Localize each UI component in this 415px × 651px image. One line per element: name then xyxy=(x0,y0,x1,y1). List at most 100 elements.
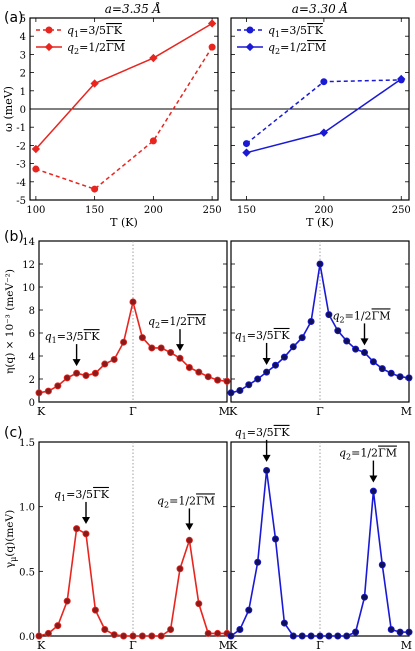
annotation-label-cr-1-sub: 2 xyxy=(346,453,351,462)
data-point-cl-0-4 xyxy=(73,525,81,533)
ylabel-cl-rest: (q)(meV) xyxy=(4,510,16,557)
panel-label-c: (c) xyxy=(4,425,23,441)
xtick-label-br-1: Γ xyxy=(316,405,324,418)
data-point-br-0-5 xyxy=(271,361,279,369)
annotation-label-br-0-q: q xyxy=(235,329,242,342)
data-point-bl-0-16 xyxy=(185,363,193,371)
data-point-cr-0-4 xyxy=(263,466,271,474)
data-point-bl-0-11 xyxy=(138,334,146,342)
legend-label-a0-0-frac: =3/5 xyxy=(79,24,106,37)
ytick-label-a0-1: -4 xyxy=(16,178,26,189)
data-point-cr-0-3 xyxy=(254,558,262,566)
data-point-cl-0-17 xyxy=(195,600,203,608)
ytick-label-a0-5: 0 xyxy=(20,105,26,116)
data-point-br-0-18 xyxy=(387,369,395,377)
ytick-label-cl-3: 1.5 xyxy=(19,438,35,449)
data-point-a0-1-0 xyxy=(31,144,41,154)
annotation-label-bl-0-path: ΓK xyxy=(84,330,101,343)
ytick-label-a0-0: -5 xyxy=(16,196,26,207)
ylabel-cl-sub: μ xyxy=(9,557,18,562)
data-point-bl-0-14 xyxy=(167,349,175,357)
annotation-label-br-1-sub: 2 xyxy=(340,315,345,324)
legend-marker-a0-0 xyxy=(45,26,53,34)
data-point-bl-0-4 xyxy=(73,369,81,377)
legend-label-a0-1: q2=1/2ΓM xyxy=(67,41,125,56)
data-point-a0-1-3 xyxy=(207,19,217,28)
data-point-bl-0-1 xyxy=(44,387,52,395)
data-point-cr-0-5 xyxy=(271,535,279,543)
data-point-bl-0-0 xyxy=(35,389,43,397)
ylabel-cl: γμ(q)(meV) xyxy=(4,510,18,568)
data-point-bl-0-6 xyxy=(91,369,99,377)
data-point-br-0-1 xyxy=(236,386,244,394)
annotation-label-bl-1-sub: 2 xyxy=(155,321,160,330)
data-point-cl-0-6 xyxy=(91,606,99,614)
data-point-cr-0-20 xyxy=(405,628,413,636)
ytick-label-bl-4: 8 xyxy=(29,306,35,317)
data-point-bl-0-13 xyxy=(157,344,165,352)
ytick-label-bl-7: 14 xyxy=(22,237,35,248)
data-point-br-0-3 xyxy=(254,375,262,383)
data-point-a1-1-0 xyxy=(242,148,251,157)
xtick-label-a1-0: 150 xyxy=(237,205,256,216)
data-point-cr-0-14 xyxy=(352,628,360,636)
data-point-br-0-10 xyxy=(316,260,324,268)
legend-label-a1-1-frac: =1/2 xyxy=(280,41,307,54)
annotation-label-bl-0-sub: 1 xyxy=(52,336,57,345)
ytick-label-a0-2: -3 xyxy=(16,160,26,171)
annotation-label-bl-1-q: q xyxy=(148,315,155,328)
xtick-label-cr-0: K xyxy=(229,639,238,651)
annotation-arrowhead-br-0 xyxy=(262,357,271,365)
annotation-label-cr-1: q2=1/2ΓM xyxy=(339,447,397,462)
data-point-a1-1-2 xyxy=(397,74,406,84)
data-point-cl-0-2 xyxy=(54,622,62,630)
ytick-label-a0-10: 5 xyxy=(20,14,26,25)
legend-label-a0-1-q: q xyxy=(67,41,74,54)
data-point-br-0-13 xyxy=(343,337,351,345)
data-point-cl-0-10 xyxy=(129,632,137,640)
data-point-bl-0-17 xyxy=(195,368,203,376)
legend-label-a1-1: q2=1/2ΓM xyxy=(268,41,326,56)
data-point-br-0-7 xyxy=(289,343,297,351)
data-point-br-0-2 xyxy=(245,381,253,389)
annotation-label-cr-0-frac: =3/5 xyxy=(247,426,274,439)
series-line-a0-1 xyxy=(35,22,213,150)
data-point-br-0-15 xyxy=(360,349,368,357)
data-point-br-0-9 xyxy=(307,317,315,325)
data-point-cr-0-18 xyxy=(387,626,395,634)
legend-label-a1-0-path: ΓK xyxy=(307,24,324,37)
xtick-label-br-0: K xyxy=(229,405,238,418)
data-point-br-0-12 xyxy=(334,327,342,335)
annotation-label-br-1-frac: =1/2 xyxy=(345,309,372,322)
data-point-bl-0-7 xyxy=(101,360,109,368)
data-point-a1-1-1 xyxy=(319,128,329,137)
legend-label-a0-0: q1=3/5ΓK xyxy=(67,24,123,39)
legend-label-a0-0-path: ΓK xyxy=(106,24,123,37)
data-point-br-0-11 xyxy=(325,311,333,319)
ytick-label-bl-2: 4 xyxy=(29,352,35,363)
xtick-label-a1-2: 250 xyxy=(392,205,411,216)
xtick-label-a0-0: 100 xyxy=(26,205,45,216)
annotation-label-br-1-path: ΓM xyxy=(372,309,391,322)
annotation-arrowhead-bl-1 xyxy=(176,344,184,352)
xtick-label-bl-2: M xyxy=(219,405,230,418)
data-point-cr-0-8 xyxy=(298,632,306,640)
data-point-cl-0-3 xyxy=(63,597,71,605)
xlabel-a1: T (K) xyxy=(306,216,334,229)
annotation-label-cr-0-q: q xyxy=(235,426,242,439)
annotation-arrowhead-bl-0 xyxy=(72,359,81,367)
legend-label-a0-0-q: q xyxy=(67,24,74,37)
data-point-cl-0-1 xyxy=(44,629,52,637)
annotation-label-cr-1-frac: =1/2 xyxy=(351,447,378,460)
annotation-label-br-0-sub: 1 xyxy=(242,335,247,344)
ytick-label-a0-6: 1 xyxy=(20,87,26,98)
annotation-label-cr-1-path: ΓM xyxy=(378,447,397,460)
data-point-a0-0-1 xyxy=(91,185,99,193)
data-point-cr-0-6 xyxy=(280,619,288,627)
chart-title-right: a=3.30 Å xyxy=(292,1,348,16)
data-point-cr-0-15 xyxy=(360,593,368,601)
data-point-cl-0-9 xyxy=(120,632,128,640)
data-point-cl-0-0 xyxy=(35,632,43,640)
ytick-label-a0-7: 2 xyxy=(20,69,26,80)
